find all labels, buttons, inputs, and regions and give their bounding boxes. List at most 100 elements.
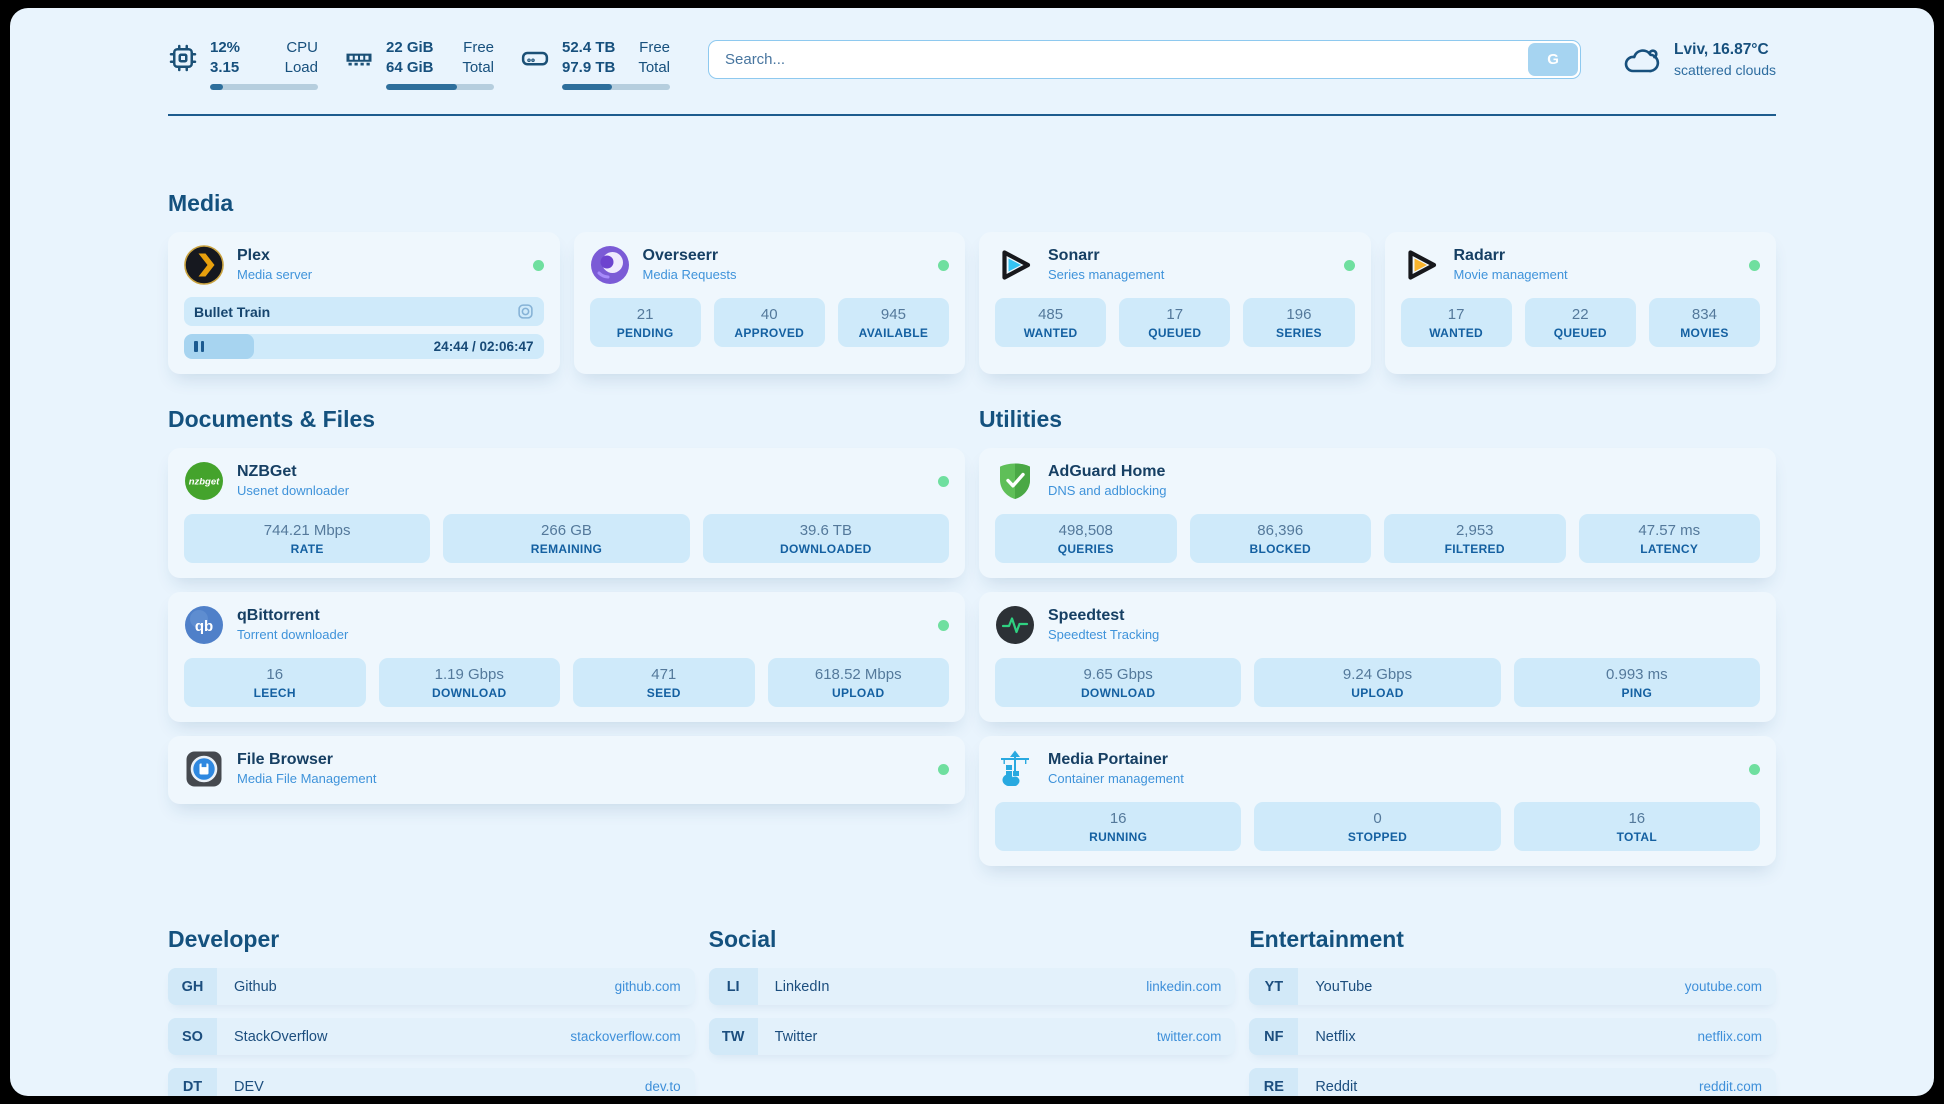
ram-metric: 22 GiB 64 GiB Free Total bbox=[344, 38, 494, 90]
stat-blocked: 86,396 BLOCKED bbox=[1189, 514, 1371, 563]
app-name: Overseerr bbox=[642, 246, 719, 264]
ram-progress-bar bbox=[386, 84, 494, 90]
status-dot-online bbox=[938, 763, 949, 775]
link-abbr: RE bbox=[1249, 1068, 1299, 1096]
cpu-metric: 12% 3.15 CPU Load bbox=[168, 38, 318, 90]
app-name: Media Portainer bbox=[1048, 750, 1169, 768]
now-playing-title: Bullet Train bbox=[194, 303, 271, 320]
stat-total: 16 TOTAL bbox=[1513, 802, 1760, 851]
link-domain: stackoverflow.com bbox=[570, 1029, 681, 1044]
app-name: AdGuard Home bbox=[1048, 462, 1166, 480]
status-dot-online bbox=[1749, 259, 1760, 271]
ram-progress-fill bbox=[386, 84, 458, 90]
app-description: Container management bbox=[1048, 771, 1184, 787]
cpu-label2: Load bbox=[284, 58, 318, 76]
link-netflix[interactable]: NF Netflix netflix.com bbox=[1249, 1018, 1776, 1055]
cpu-label: CPU bbox=[286, 39, 318, 56]
status-dot-online bbox=[1749, 763, 1760, 775]
app-name: qBittorrent bbox=[237, 606, 320, 624]
link-domain: linkedin.com bbox=[1146, 979, 1222, 994]
link-domain: reddit.com bbox=[1698, 1079, 1762, 1094]
topbar-divider bbox=[168, 114, 1776, 116]
disk-free-value: 52.4 TB bbox=[562, 39, 616, 56]
link-youtube[interactable]: YT YouTube youtube.com bbox=[1249, 968, 1776, 1005]
status-dot-online bbox=[938, 259, 949, 271]
link-stackoverflow[interactable]: SO StackOverflow stackoverflow.com bbox=[168, 1018, 695, 1055]
app-description: Torrent downloader bbox=[237, 627, 349, 643]
svg-text:nzbget: nzbget bbox=[189, 477, 220, 488]
card-adguard[interactable]: AdGuard Home DNS and adblocking 498,508 Q… bbox=[979, 448, 1776, 578]
link-abbr: DT bbox=[168, 1068, 217, 1096]
cpu-load-value: 3.15 bbox=[210, 58, 240, 76]
card-filebrowser[interactable]: File Browser Media File Management bbox=[168, 736, 965, 804]
link-github[interactable]: GH Github github.com bbox=[168, 968, 695, 1005]
stat-movies: 834 MOVIES bbox=[1648, 298, 1761, 347]
status-dot-online bbox=[938, 619, 949, 631]
weather-location-temp: Lviv, 16.87°C bbox=[1674, 41, 1769, 58]
link-reddit[interactable]: RE Reddit reddit.com bbox=[1249, 1068, 1776, 1096]
playback-time: 24:44 / 02:06:47 bbox=[433, 339, 534, 354]
card-portainer[interactable]: Media Portainer Container management 16 R… bbox=[979, 736, 1776, 866]
stat-wanted: 17 WANTED bbox=[1400, 298, 1512, 347]
disk-metric: 52.4 TB 97.9 TB Free Total bbox=[520, 38, 670, 90]
section-title-entertainment: Entertainment bbox=[1249, 926, 1404, 952]
weather-condition: scattered clouds bbox=[1674, 61, 1776, 78]
link-abbr: YT bbox=[1249, 968, 1299, 1005]
status-dot-online bbox=[938, 475, 949, 487]
link-linkedin[interactable]: LI LinkedIn linkedin.com bbox=[708, 968, 1236, 1005]
link-name: StackOverflow bbox=[234, 1028, 328, 1045]
adguard-icon bbox=[1000, 463, 1030, 499]
sonarr-icon bbox=[1002, 250, 1031, 280]
session-camera-icon[interactable] bbox=[517, 303, 534, 320]
weather-widget: Lviv, 16.87°C scattered clouds bbox=[1623, 38, 1776, 80]
card-qbittorrent[interactable]: qb qBittorrent Torrent downloader 16 LEEC… bbox=[168, 592, 965, 722]
link-name: Twitter bbox=[774, 1028, 818, 1045]
app-description: DNS and adblocking bbox=[1048, 483, 1167, 499]
section-utilities: Utilities AdGuard Home DNS and adblockin… bbox=[979, 406, 1776, 866]
stat-download: 1.19 Gbps DOWNLOAD bbox=[378, 658, 560, 707]
ram-total-value: 64 GiB bbox=[386, 58, 434, 76]
ram-icon bbox=[346, 53, 372, 65]
pause-icon[interactable] bbox=[194, 341, 204, 352]
stat-upload: 618.52 Mbps UPLOAD bbox=[767, 658, 949, 707]
section-title-utilities: Utilities bbox=[979, 406, 1063, 432]
portainer-icon bbox=[1001, 750, 1029, 786]
nzbget-icon: nzbget bbox=[185, 462, 223, 500]
link-dev[interactable]: DT DEV dev.to bbox=[168, 1068, 695, 1096]
stat-series: 196 SERIES bbox=[1243, 298, 1355, 347]
top-bar: 12% 3.15 CPU Load 22 GiB 64 GiB Free Total bbox=[168, 8, 1776, 90]
app-name: Radarr bbox=[1453, 246, 1506, 264]
search-engine-button[interactable]: G bbox=[1528, 43, 1579, 76]
link-abbr: SO bbox=[168, 1018, 217, 1055]
status-dot-online bbox=[1343, 259, 1355, 271]
link-domain: twitter.com bbox=[1156, 1029, 1222, 1044]
card-speedtest[interactable]: Speedtest Speedtest Tracking 9.65 Gbps DO… bbox=[979, 592, 1776, 722]
card-radarr[interactable]: Radarr Movie management 17 WANTED 22 QUEUE… bbox=[1384, 232, 1776, 374]
stat-wanted: 485 WANTED bbox=[995, 298, 1107, 347]
stat-leech: 16 LEECH bbox=[184, 658, 366, 707]
app-description: Speedtest Tracking bbox=[1048, 627, 1160, 643]
stat-seed: 471 SEED bbox=[573, 658, 755, 707]
link-twitter[interactable]: TW Twitter twitter.com bbox=[708, 1018, 1236, 1055]
app-name: Sonarr bbox=[1048, 246, 1100, 264]
ram-free-value: 22 GiB bbox=[386, 39, 434, 56]
search-bar: G bbox=[708, 40, 1582, 79]
card-nzbget[interactable]: nzbget NZBGet Usenet downloader 744.21 M… bbox=[168, 448, 965, 578]
app-description: Media server bbox=[237, 267, 313, 283]
search-input[interactable] bbox=[709, 41, 1527, 78]
section-developer: Developer GH Github github.com SO StackO… bbox=[168, 926, 695, 1096]
stat-queued: 22 QUEUED bbox=[1524, 298, 1636, 347]
radarr-icon bbox=[1407, 250, 1436, 280]
app-description: Usenet downloader bbox=[237, 483, 350, 499]
stat-upload: 9.24 Gbps UPLOAD bbox=[1254, 658, 1501, 707]
stat-ping: 0.993 ms PING bbox=[1513, 658, 1760, 707]
card-sonarr[interactable]: Sonarr Series management 485 WANTED 17 QUE… bbox=[979, 232, 1371, 374]
card-plex[interactable]: Plex Media server Bullet Train bbox=[168, 232, 560, 374]
cpu-progress-bar bbox=[210, 84, 318, 90]
app-description: Media File Management bbox=[237, 771, 377, 787]
app-name: File Browser bbox=[237, 750, 334, 768]
link-name: DEV bbox=[234, 1078, 264, 1095]
app-name: NZBGet bbox=[237, 462, 297, 480]
stat-downloaded: 39.6 TB DOWNLOADED bbox=[702, 514, 949, 563]
card-overseerr[interactable]: Overseerr Media Requests 21 PENDING 40 APP… bbox=[573, 232, 965, 374]
